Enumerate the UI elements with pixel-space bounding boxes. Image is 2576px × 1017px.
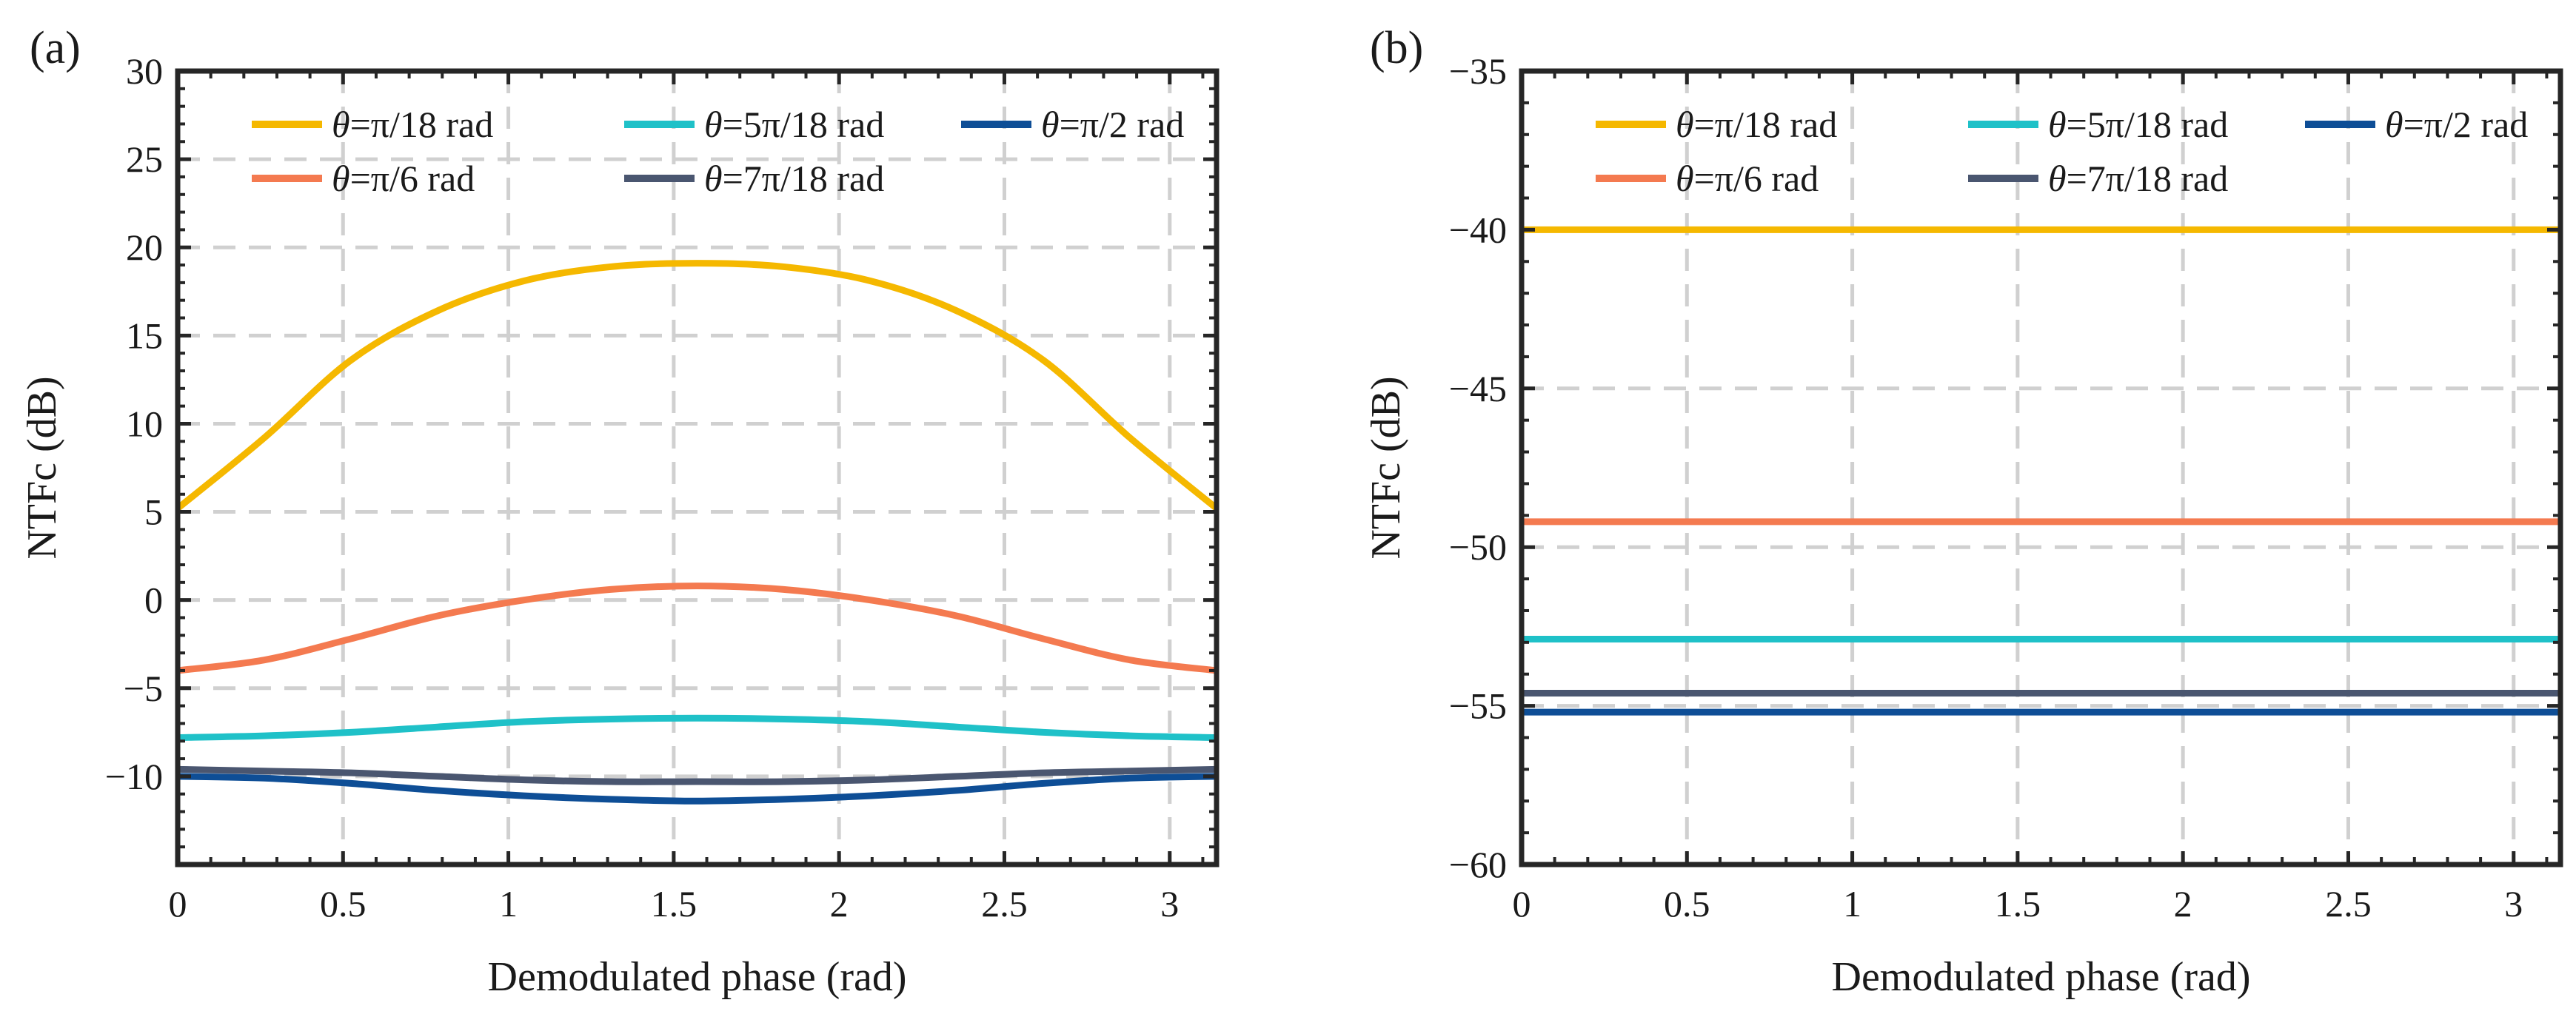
x-tick-label: 0 bbox=[169, 883, 187, 924]
x-tick-label: 2 bbox=[2174, 883, 2192, 924]
y-tick-label: 0 bbox=[144, 580, 163, 621]
x-tick-label: 0.5 bbox=[320, 883, 367, 924]
y-tick-label: −55 bbox=[1449, 685, 1507, 727]
x-axis-label: Demodulated phase (rad) bbox=[488, 954, 907, 1000]
panel-label: (a) bbox=[30, 23, 81, 73]
y-tick-label: 10 bbox=[126, 403, 163, 444]
y-tick-label: −50 bbox=[1449, 526, 1507, 568]
chart-panel-b: (b) 0 0.5 1 1.5 2 2.5 3 −35 −40 −45 −50 −55 −60 Demodu… bbox=[1363, 23, 2563, 1000]
legend-entry: θ=π/2 rad bbox=[2385, 104, 2528, 145]
y-axis-label: NTFc (dB) bbox=[1363, 376, 1409, 559]
y-tick-label: 5 bbox=[144, 491, 163, 533]
x-tick-label: 1.5 bbox=[1995, 883, 2041, 924]
legend: θ=π/18 rad θ=5π/18 rad θ=π/2 rad θ=π/6 rad θ… bbox=[1596, 104, 2528, 199]
y-tick-label: −45 bbox=[1449, 368, 1507, 409]
series-line bbox=[178, 714, 1217, 741]
x-axis-label: Demodulated phase (rad) bbox=[1832, 954, 2251, 1000]
x-tick-label: 2.5 bbox=[2325, 883, 2372, 924]
legend-entry: θ=7π/18 rad bbox=[2048, 158, 2228, 199]
legend-entry: θ=π/18 rad bbox=[1676, 104, 1837, 145]
x-tick-label: 1 bbox=[499, 883, 518, 924]
legend-entry: θ=π/6 rad bbox=[1676, 158, 1819, 199]
axes-box bbox=[1519, 68, 2563, 867]
legend-entry: θ=7π/18 rad bbox=[704, 158, 884, 199]
x-tick-label: 2.5 bbox=[981, 883, 1028, 924]
legend-entry: θ=π/6 rad bbox=[332, 158, 475, 199]
legend-entry: θ=5π/18 rad bbox=[2048, 104, 2228, 145]
y-tick-label: −35 bbox=[1449, 50, 1507, 92]
x-tick-label: 2 bbox=[830, 883, 849, 924]
y-tick-label: 15 bbox=[126, 315, 163, 356]
x-tick-label: 1 bbox=[1843, 883, 1861, 924]
chart-panel-a: (a) 0 0.5 1 1.5 2 2.5 3 30 25 20 15 10 5 0 −5 −10 Demodul… bbox=[19, 23, 1220, 1000]
series-line bbox=[178, 583, 1217, 674]
y-tick-label: −60 bbox=[1449, 844, 1507, 885]
x-tick-label: 0.5 bbox=[1664, 883, 1710, 924]
series-line bbox=[178, 260, 1217, 511]
y-tick-label: −10 bbox=[105, 756, 163, 797]
y-tick-label: −40 bbox=[1449, 209, 1507, 250]
y-tick-label: 20 bbox=[126, 226, 163, 268]
x-tick-label: 3 bbox=[1160, 883, 1179, 924]
legend-entry: θ=π/18 rad bbox=[332, 104, 493, 145]
series-line bbox=[178, 773, 1217, 805]
y-axis-label: NTFc (dB) bbox=[19, 376, 65, 559]
panel-label: (b) bbox=[1370, 23, 1423, 73]
x-tick-label: 1.5 bbox=[651, 883, 697, 924]
y-tick-label: −5 bbox=[124, 668, 163, 709]
y-tick-label: 25 bbox=[126, 138, 163, 180]
series-line bbox=[178, 765, 1217, 785]
legend-entry: θ=5π/18 rad bbox=[704, 104, 884, 145]
axes-box bbox=[175, 68, 1220, 867]
x-tick-label: 3 bbox=[2504, 883, 2523, 924]
legend-entry: θ=π/2 rad bbox=[1041, 104, 1184, 145]
y-tick-label: 30 bbox=[126, 50, 163, 92]
legend: θ=π/18 rad θ=5π/18 rad θ=π/2 rad θ=π/6 rad θ… bbox=[252, 104, 1184, 199]
x-tick-label: 0 bbox=[1513, 883, 1531, 924]
